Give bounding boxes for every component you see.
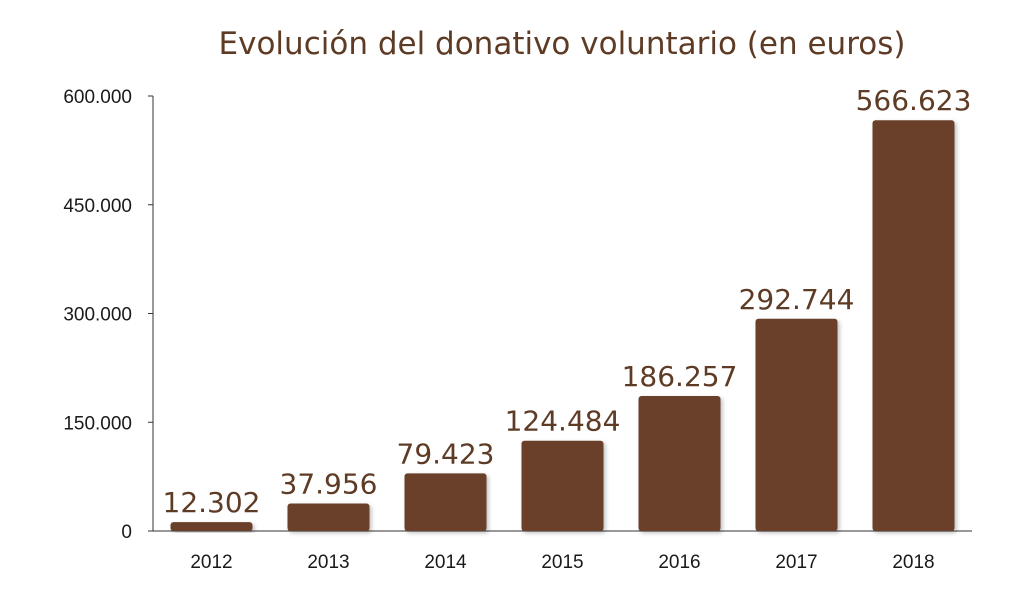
bar-2013 xyxy=(287,503,370,531)
data-label-2012: 12.302 xyxy=(163,486,261,519)
y-axis-ticks: 0 150.000 300.000 450.000 600.000 xyxy=(63,87,153,543)
data-label-2017: 292.744 xyxy=(739,283,855,316)
x-tick-label: 2014 xyxy=(424,552,467,573)
x-tick-label: 2017 xyxy=(775,552,817,573)
bar-2017 xyxy=(755,318,838,531)
y-tick-label: 0 xyxy=(121,522,132,543)
x-tick-label: 2013 xyxy=(307,552,349,573)
data-label-2014: 79.423 xyxy=(397,437,495,470)
bar-2012 xyxy=(170,522,253,531)
y-tick-label: 450.000 xyxy=(63,196,132,217)
data-label-2013: 37.956 xyxy=(280,467,378,500)
data-label-2018: 566.623 xyxy=(856,84,972,117)
data-label-2016: 186.257 xyxy=(622,360,738,393)
y-tick-label: 300.000 xyxy=(63,305,132,326)
x-axis-ticks: 2012 2013 2014 2015 2016 2017 2018 xyxy=(190,552,934,573)
y-tick-label: 150.000 xyxy=(63,413,132,434)
x-tick-label: 2016 xyxy=(658,552,700,573)
x-tick-label: 2012 xyxy=(190,552,232,573)
bar-2015 xyxy=(521,440,604,531)
data-label-2015: 124.484 xyxy=(505,405,621,438)
bars-group xyxy=(170,120,955,531)
chart-title: Evolución del donativo voluntario (en eu… xyxy=(218,26,906,62)
bar-2014 xyxy=(404,473,487,531)
bar-2018 xyxy=(872,120,955,531)
x-tick-label: 2018 xyxy=(892,552,934,573)
x-tick-label: 2015 xyxy=(541,552,583,573)
bar-2016 xyxy=(638,395,721,531)
y-tick-label: 600.000 xyxy=(63,87,132,108)
